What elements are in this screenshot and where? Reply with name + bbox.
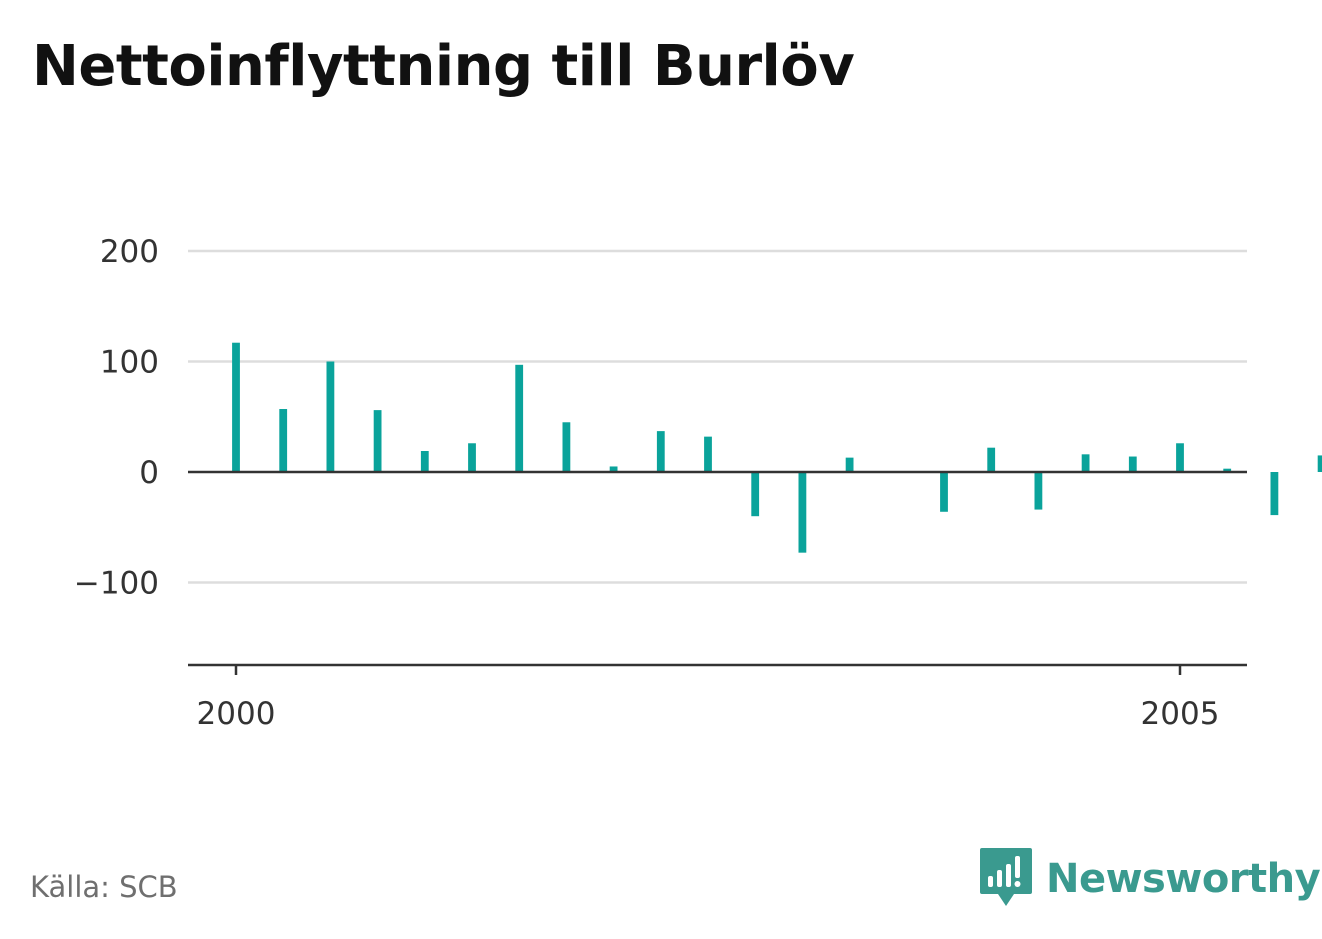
chart-title: Nettoinflyttning till Burlöv	[32, 34, 855, 99]
logo-bar-4	[1015, 856, 1020, 878]
bar	[751, 472, 760, 517]
bar	[1034, 472, 1043, 510]
newsworthy-logo-icon	[980, 848, 1032, 906]
bar	[987, 447, 996, 472]
logo-bar-3	[1006, 864, 1011, 887]
axes	[188, 470, 1247, 675]
source-note: Källa: SCB	[30, 870, 178, 904]
bar	[798, 472, 807, 553]
bar	[609, 466, 618, 472]
bar	[656, 431, 665, 472]
bar	[326, 361, 335, 472]
y-tick-label: 200	[100, 234, 159, 270]
bar	[940, 472, 948, 512]
logo-bar-2	[997, 870, 1002, 887]
y-tick-label: −100	[74, 566, 159, 602]
logo-bar-1	[988, 876, 993, 887]
brand-name: Newsworthy	[1046, 856, 1321, 902]
gridlines	[188, 249, 1247, 584]
newsworthy-brand: Newsworthy	[980, 848, 1321, 910]
bar	[468, 443, 476, 472]
x-tick-label: 2000	[197, 696, 276, 732]
bar	[1176, 443, 1184, 472]
y-tick-label: 100	[100, 345, 159, 381]
bar	[373, 410, 382, 472]
bars	[232, 342, 1322, 553]
bar	[562, 422, 571, 472]
bar	[1223, 468, 1232, 472]
bar	[704, 436, 712, 472]
logo-dot	[1014, 881, 1021, 887]
bar	[515, 364, 524, 472]
y-tick-label: 0	[139, 455, 159, 491]
bar	[1270, 472, 1279, 516]
bar	[232, 342, 240, 472]
bar	[1317, 455, 1322, 472]
x-tick-label: 2005	[1141, 696, 1220, 732]
bar	[1128, 456, 1137, 472]
x-tick-labels: 200020052010201520202025	[197, 696, 1220, 732]
bar	[420, 451, 429, 472]
bar	[1081, 454, 1090, 472]
bar	[845, 457, 854, 472]
y-tick-labels: −100 0 100 200	[74, 234, 159, 602]
bar	[279, 409, 288, 472]
